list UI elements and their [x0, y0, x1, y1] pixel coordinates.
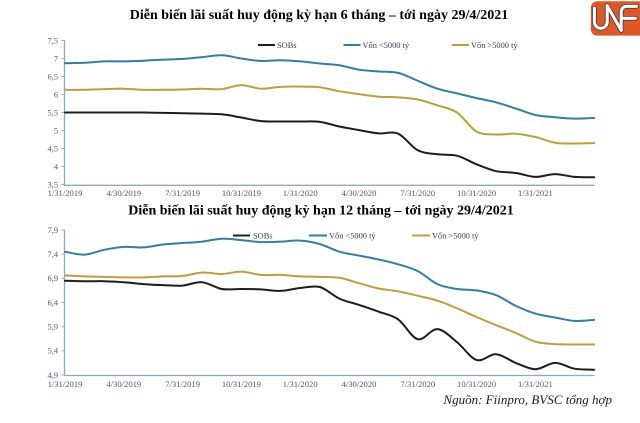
svg-text:6,9: 6,9: [48, 274, 58, 283]
svg-text:4/30/2020: 4/30/2020: [342, 188, 377, 198]
svg-text:1/31/2019: 1/31/2019: [48, 379, 83, 389]
svg-text:6,5: 6,5: [48, 72, 58, 81]
svg-text:Diễn biến lãi suất huy động kỳ: Diễn biến lãi suất huy động kỳ hạn 12 th…: [128, 203, 513, 219]
svg-text:10/31/2019: 10/31/2019: [222, 188, 261, 198]
svg-text:7/31/2020: 7/31/2020: [400, 379, 435, 389]
svg-text:10/31/2020: 10/31/2020: [457, 379, 496, 389]
svg-text:7/31/2019: 7/31/2019: [165, 188, 200, 198]
svg-text:1/31/2020: 1/31/2020: [283, 188, 318, 198]
svg-text:10/31/2019: 10/31/2019: [222, 379, 261, 389]
svg-text:Vốn <5000 tỷ: Vốn <5000 tỷ: [363, 41, 410, 50]
svg-text:7/31/2019: 7/31/2019: [165, 379, 200, 389]
svg-text:3,5: 3,5: [48, 180, 58, 189]
svg-text:SOBs: SOBs: [277, 41, 297, 50]
svg-text:4/30/2019: 4/30/2019: [106, 379, 141, 389]
svg-text:4/30/2019: 4/30/2019: [106, 188, 141, 198]
svg-text:5,9: 5,9: [48, 323, 58, 332]
svg-text:Diễn biến lãi suất huy động kỳ: Diễn biến lãi suất huy động kỳ hạn 6 thá…: [130, 7, 508, 23]
svg-text:7,5: 7,5: [48, 36, 58, 45]
svg-text:5,4: 5,4: [48, 347, 59, 356]
svg-text:Vốn >5000 tỷ: Vốn >5000 tỷ: [432, 231, 479, 240]
svg-text:1/31/2019: 1/31/2019: [48, 188, 83, 198]
svg-text:5: 5: [54, 126, 58, 135]
svg-text:7/31/2020: 7/31/2020: [400, 188, 435, 198]
svg-text:4,9: 4,9: [48, 371, 58, 380]
svg-text:Nguồn: Fiinpro, BVSC tổng hợp: Nguồn: Fiinpro, BVSC tổng hợp: [442, 392, 612, 407]
svg-text:6: 6: [54, 90, 58, 99]
svg-text:7,9: 7,9: [48, 226, 58, 235]
svg-text:4: 4: [54, 162, 59, 171]
svg-text:Vốn >5000 tỷ: Vốn >5000 tỷ: [471, 41, 518, 50]
svg-text:SOBs: SOBs: [253, 231, 273, 240]
svg-text:4,5: 4,5: [48, 144, 58, 153]
svg-text:10/31/2020: 10/31/2020: [457, 188, 496, 198]
svg-text:1/31/2021: 1/31/2021: [518, 188, 553, 198]
svg-text:Vốn <5000 tỷ: Vốn <5000 tỷ: [329, 231, 376, 240]
svg-text:7: 7: [54, 54, 58, 63]
svg-text:1/31/2020: 1/31/2020: [283, 379, 318, 389]
svg-text:4/30/2020: 4/30/2020: [342, 379, 377, 389]
svg-text:5,5: 5,5: [48, 108, 58, 117]
svg-text:6,4: 6,4: [48, 298, 59, 307]
svg-text:1/31/2021: 1/31/2021: [518, 379, 553, 389]
svg-text:7,4: 7,4: [48, 250, 59, 259]
